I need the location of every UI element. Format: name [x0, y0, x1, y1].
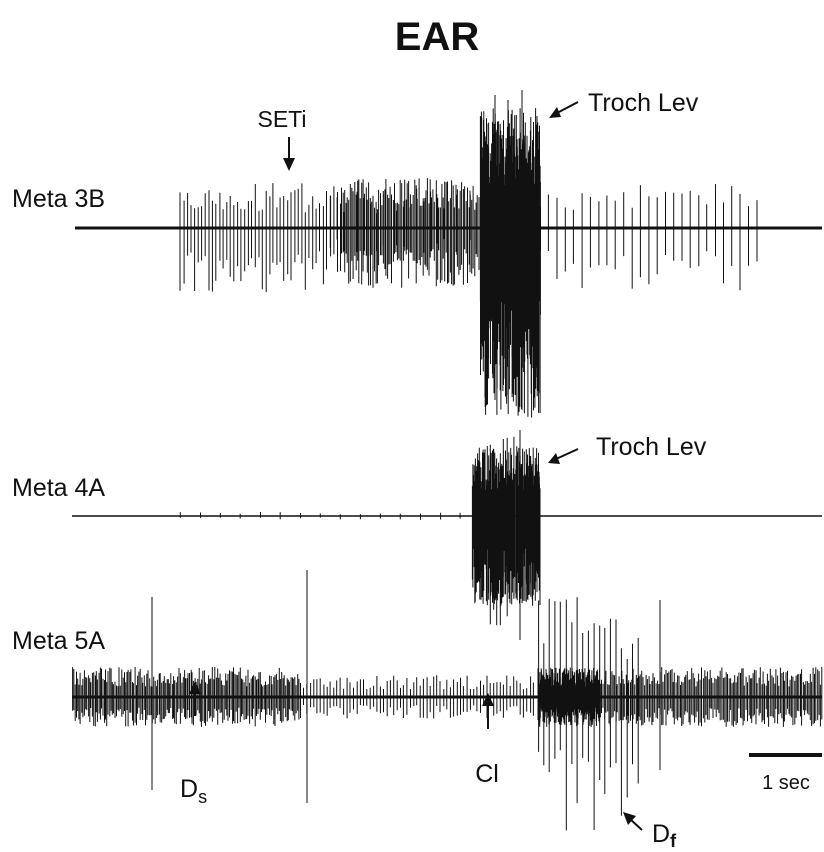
- trace-meta-4a: [72, 430, 822, 640]
- df-label: Df: [652, 820, 677, 851]
- seti-arrow-icon: [283, 137, 295, 171]
- scale-bar-label: 1 sec: [762, 772, 810, 794]
- trace-meta-5a: [72, 570, 823, 831]
- ds-label: Ds: [180, 775, 207, 807]
- cl-arrow-icon: [482, 693, 494, 729]
- cl-label: Cl: [475, 760, 499, 788]
- df-arrow-icon: [623, 812, 643, 831]
- trace-label-meta-5a: Meta 5A: [12, 627, 105, 655]
- troch-lev-arrow-icon: [548, 448, 579, 464]
- troch-lev-arrow-icon: [549, 101, 579, 118]
- figure-title: EAR: [395, 15, 480, 59]
- trace-label-meta-3b: Meta 3B: [12, 185, 105, 213]
- ds-arrow-icon: [189, 681, 201, 716]
- seti-label: SETi: [258, 106, 307, 132]
- trace-meta-3b: [75, 90, 822, 418]
- troch-lev-label-2: Troch Lev: [596, 433, 707, 461]
- trace-label-meta-4a: Meta 4A: [12, 474, 105, 502]
- troch-lev-label: Troch Lev: [588, 89, 699, 117]
